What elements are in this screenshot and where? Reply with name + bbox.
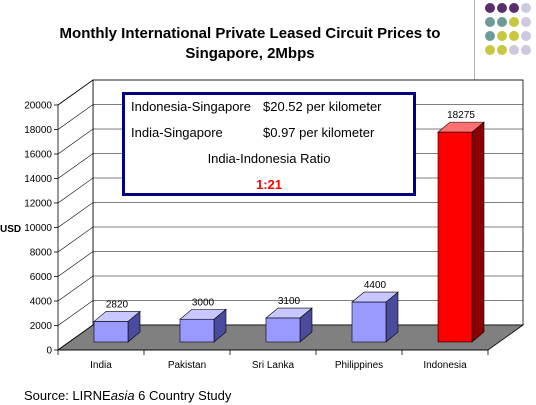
- gridline: [57, 251, 523, 277]
- decorative-dot: [521, 31, 531, 41]
- x-tick-label: Philippines: [335, 360, 383, 371]
- y-tick-label: 0: [46, 346, 52, 357]
- bar: [179, 318, 215, 343]
- bar-side: [471, 121, 485, 343]
- decorative-dot: [485, 17, 495, 27]
- y-tick-label: 16000: [24, 150, 52, 161]
- y-tick-label: 12000: [24, 199, 52, 210]
- info-row-1-value: $20.52 per kilometer: [263, 99, 382, 114]
- decorative-dot: [509, 17, 519, 27]
- bar: [437, 131, 473, 343]
- source-suffix: 6 Country Study: [134, 388, 232, 403]
- y-tick-label: 2000: [30, 321, 53, 332]
- x-tick-label: Pakistan: [168, 360, 206, 371]
- y-tick-label: 8000: [30, 248, 53, 259]
- ratio-label: India-Indonesia Ratio: [207, 151, 331, 166]
- x-tick-label: India: [90, 360, 112, 371]
- decorative-divider: [474, 0, 475, 82]
- bar-data-label: 3000: [192, 297, 215, 308]
- y-tick-label: 10000: [24, 223, 52, 234]
- source-prefix: Source: LIRNE: [24, 388, 111, 403]
- decorative-dot: [521, 3, 531, 13]
- bar: [265, 317, 301, 343]
- decorative-dot: [521, 17, 531, 27]
- gridline: [57, 226, 523, 253]
- decorative-dot: [497, 3, 507, 13]
- gridline: [57, 275, 523, 302]
- decorative-dot: [497, 45, 507, 55]
- decorative-dot: [485, 31, 495, 41]
- x-tick-label: Indonesia: [423, 360, 467, 371]
- decorative-dot-grid: [485, 3, 531, 55]
- info-row-1-label: Indonesia-Singapore: [131, 99, 251, 114]
- y-tick-label: 20000: [24, 101, 52, 112]
- decorative-dot: [521, 45, 531, 55]
- chart-title-line-1: Monthly International Private Leased Cir…: [59, 25, 441, 42]
- chart-title-line-2: Singapore, 2Mbps: [185, 45, 315, 62]
- bar: [351, 301, 387, 343]
- ratio-value: 1:21: [255, 177, 283, 192]
- bar-data-label: 4400: [364, 280, 387, 291]
- info-row-2-label: India-Singapore: [131, 125, 223, 140]
- decorative-dot: [497, 31, 507, 41]
- bar-data-label: 3100: [278, 296, 301, 307]
- decorative-dot: [497, 17, 507, 27]
- gridline: [57, 202, 523, 228]
- chart-title: Monthly International Private Leased Cir…: [20, 24, 480, 64]
- y-tick-label: 18000: [24, 125, 52, 136]
- decorative-dot: [509, 31, 519, 41]
- bar: [93, 321, 129, 343]
- decorative-dot: [485, 45, 495, 55]
- bar-data-label: 2820: [106, 299, 129, 310]
- y-axis-title: USD: [0, 224, 21, 235]
- y-tick-label: 14000: [24, 174, 52, 185]
- gridline: [57, 79, 523, 106]
- decorative-dot: [509, 3, 519, 13]
- decorative-dot: [509, 45, 519, 55]
- info-row-2-value: $0.97 per kilometer: [263, 125, 375, 140]
- source-note: Source: LIRNEasia 6 Country Study: [24, 388, 231, 403]
- x-tick-label: Sri Lanka: [252, 360, 295, 371]
- decorative-dot: [485, 3, 495, 13]
- bar-data-label: 18275: [447, 110, 475, 121]
- y-tick-label: 4000: [30, 297, 53, 308]
- y-tick-label: 6000: [30, 272, 53, 283]
- price-comparison-box: Indonesia-Singapore $20.52 per kilometer…: [122, 92, 416, 196]
- source-emphasis: asia: [110, 388, 135, 403]
